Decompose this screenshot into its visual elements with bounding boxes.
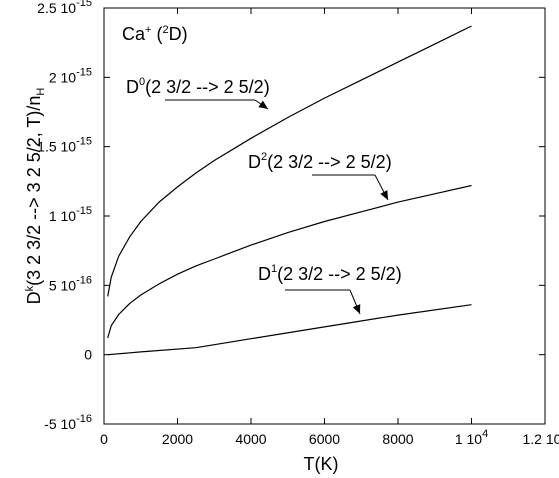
y-tick-label: -5 10-16 [44, 413, 92, 432]
series-line-1 [107, 184, 472, 339]
y-tick-label: 2 10-15 [49, 66, 92, 85]
y-tick-label: 1 10-15 [49, 205, 92, 224]
arrowhead-2 [352, 304, 361, 314]
y-tick-label: 5 10-16 [49, 274, 92, 293]
y-axis-label: Dk(3 2 3/2 --> 3 2 5/2, T)/nH [24, 88, 47, 305]
x-axis-label: T(K) [304, 454, 339, 474]
y-tick-label: 2.5 10-15 [37, 0, 92, 16]
y-tick-label: 0 [84, 347, 92, 363]
axis-ticks: 0 2000 4000 6000 8000 1 104 1.2 104 -5 10-16 0 5 … [37, 0, 559, 447]
y-tick-label: 1.5 10-15 [37, 136, 92, 155]
chart-title: Ca+ (2D) [122, 24, 188, 44]
x-tick-label: 1 104 [455, 428, 488, 447]
x-tick-label: 8000 [382, 431, 413, 447]
x-tick-label: 1.2 104 [522, 428, 559, 447]
series-label-d2: D2(2 3/2 --> 2 5/2) [248, 151, 392, 172]
x-tick-label: 4000 [235, 431, 266, 447]
series-lines [107, 25, 472, 356]
series-line-0 [107, 25, 472, 297]
arrowhead-1 [380, 190, 388, 200]
leader-arrows [165, 99, 389, 315]
x-tick-label: 0 [100, 431, 108, 447]
annotations: Ca+ (2D) T(K) Dk(3 2 3/2 --> 3 2 5/2, T)… [24, 24, 402, 474]
series-line-2 [107, 304, 472, 356]
series-label-d0: D0(2 3/2 --> 2 5/2) [126, 76, 270, 97]
arrowhead-0 [258, 100, 268, 109]
x-tick-label: 6000 [309, 431, 340, 447]
x-tick-label: 2000 [162, 431, 193, 447]
series-label-d1: D1(2 3/2 --> 2 5/2) [258, 263, 402, 284]
